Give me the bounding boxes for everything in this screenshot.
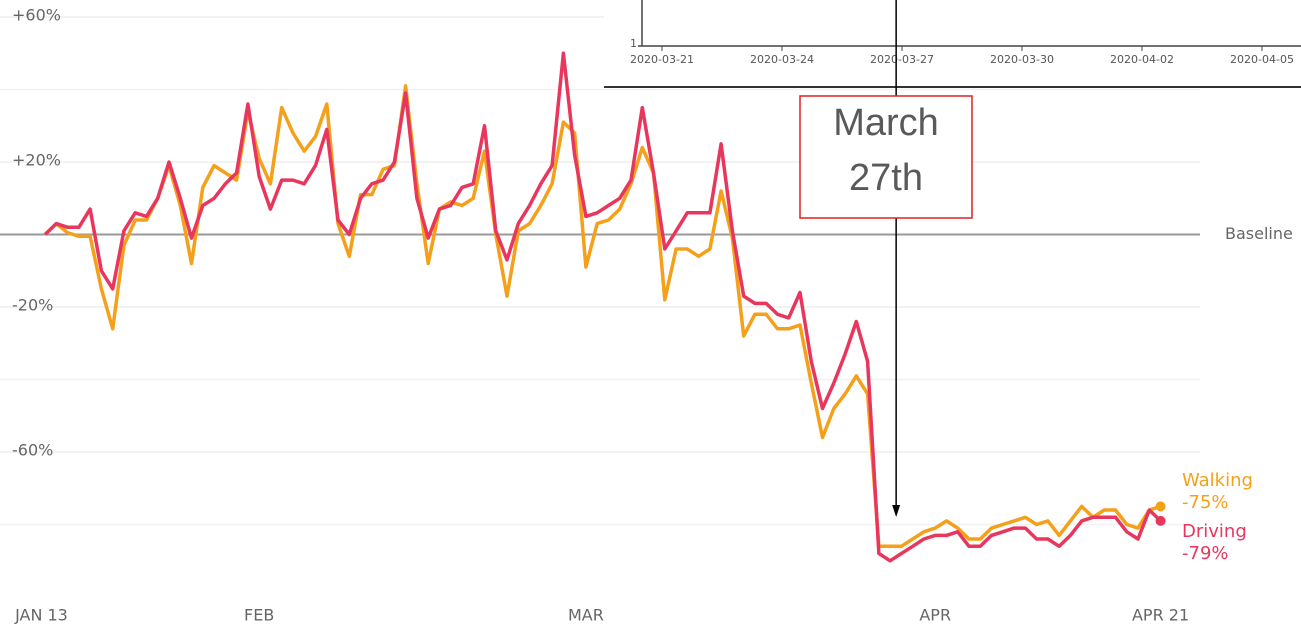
inset-background bbox=[604, 0, 1301, 87]
annotation-text: 27th bbox=[849, 157, 923, 199]
line-series bbox=[43, 51, 1162, 563]
value-label: -75% bbox=[1182, 492, 1229, 513]
annotation-text: March bbox=[833, 102, 939, 144]
inset-x-label: 2020-03-27 bbox=[870, 53, 934, 66]
y-tick-label: +60% bbox=[12, 6, 61, 25]
y-tick-label: -60% bbox=[12, 441, 53, 460]
legend-label: Walking bbox=[1182, 470, 1253, 491]
inset-y-label: 1 bbox=[630, 37, 637, 50]
legend-label: Driving bbox=[1182, 521, 1247, 542]
x-tick-label: APR 21 bbox=[1132, 606, 1189, 625]
inset-chart: 1 2020-03-21 2020-03-24 2020-03-27 2020-03-3… bbox=[604, 0, 1301, 88]
inset-x-label: 2020-04-02 bbox=[1110, 53, 1174, 66]
y-tick-label: -20% bbox=[12, 296, 53, 315]
inset-x-label: 2020-03-21 bbox=[630, 53, 694, 66]
end-dot bbox=[1155, 515, 1166, 526]
x-tick-label: MAR bbox=[568, 606, 604, 625]
y-tick-label: +20% bbox=[12, 151, 61, 170]
x-tick-label: JAN 13 bbox=[14, 606, 68, 625]
value-label: -79% bbox=[1182, 543, 1229, 564]
arrow-head bbox=[892, 505, 901, 517]
line-series bbox=[43, 84, 1162, 549]
end-dot bbox=[1155, 501, 1166, 512]
inset-x-label: 2020-03-24 bbox=[750, 53, 814, 66]
baseline-label: Baseline bbox=[1225, 224, 1293, 243]
x-tick-label: APR bbox=[919, 606, 951, 625]
inset-x-label: 2020-03-30 bbox=[990, 53, 1054, 66]
annotation-box bbox=[799, 95, 973, 219]
x-tick-label: FEB bbox=[244, 606, 274, 625]
inset-x-label: 2020-04-05 bbox=[1230, 53, 1294, 66]
